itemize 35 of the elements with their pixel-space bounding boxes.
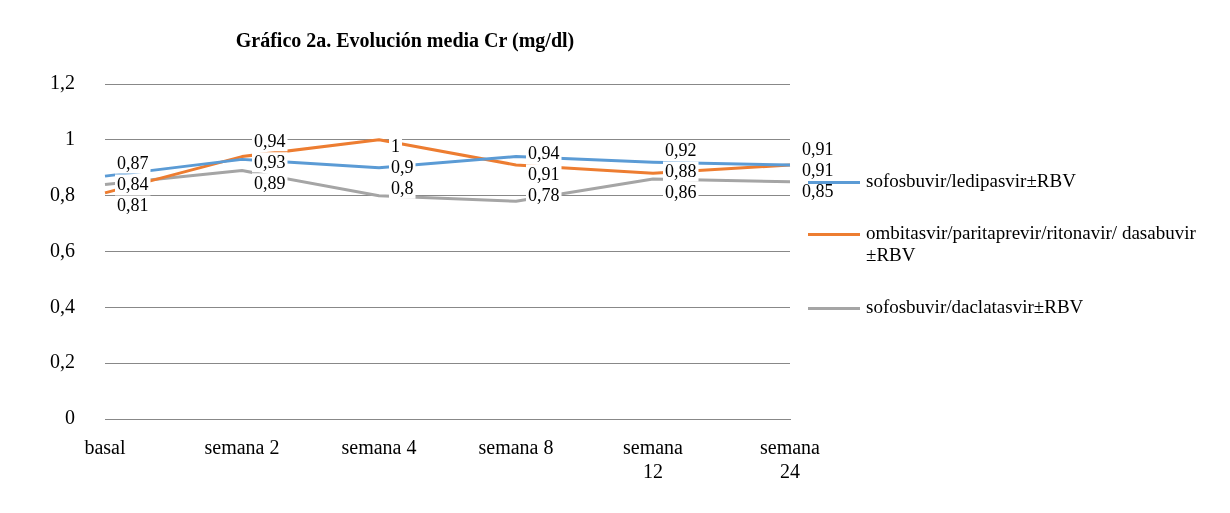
data-label: 0,78: [528, 185, 560, 205]
x-tick-label: basal: [84, 436, 126, 459]
y-tick-label: 0,4: [50, 294, 75, 317]
data-label: 0,91: [802, 160, 834, 181]
data-label: 0,88: [665, 161, 697, 182]
legend-label: ombitasvir/paritaprevir/ritonavir/ dasabuvir ±RBV: [866, 222, 1197, 266]
data-label: 0,84: [117, 174, 149, 195]
y-tick-label: 1,2: [50, 71, 75, 94]
data-label: 0,92: [665, 140, 697, 161]
data-label: 0,9: [391, 157, 414, 178]
x-tick-label: semana 12: [623, 436, 684, 483]
y-tick-label: 0,2: [50, 350, 75, 373]
legend-label: sofosbuvir/ledipasvir±RBV: [866, 170, 1076, 192]
data-label: 0,8: [391, 178, 414, 199]
data-label: 0,93: [254, 151, 286, 172]
x-tick-label: semana 4: [341, 436, 417, 459]
data-label: 1: [391, 136, 400, 157]
x-tick-label: semana 24: [760, 436, 821, 483]
data-label: 0,94: [254, 130, 286, 151]
y-tick-label: 1: [65, 127, 75, 150]
data-label: 0,91: [528, 164, 560, 184]
y-tick-label: 0,8: [50, 182, 75, 205]
data-label: 0,94: [528, 143, 560, 163]
legend-label: sofosbuvir/daclatasvir±RBV: [866, 296, 1084, 318]
data-label: 0,89: [254, 172, 286, 193]
data-label: 0,81: [117, 195, 149, 216]
data-label: 0,85: [802, 181, 834, 202]
data-label: 0,87: [117, 153, 149, 174]
y-tick-label: 0,6: [50, 238, 75, 261]
y-tick-label: 0: [65, 406, 75, 429]
x-tick-label: semana 2: [204, 436, 280, 459]
data-label: 0,91: [802, 139, 834, 160]
chart-title: Gráfico 2a. Evolución media Cr (mg/dl): [235, 29, 575, 53]
x-tick-label: semana 8: [478, 436, 554, 459]
data-label: 0,86: [665, 182, 697, 203]
